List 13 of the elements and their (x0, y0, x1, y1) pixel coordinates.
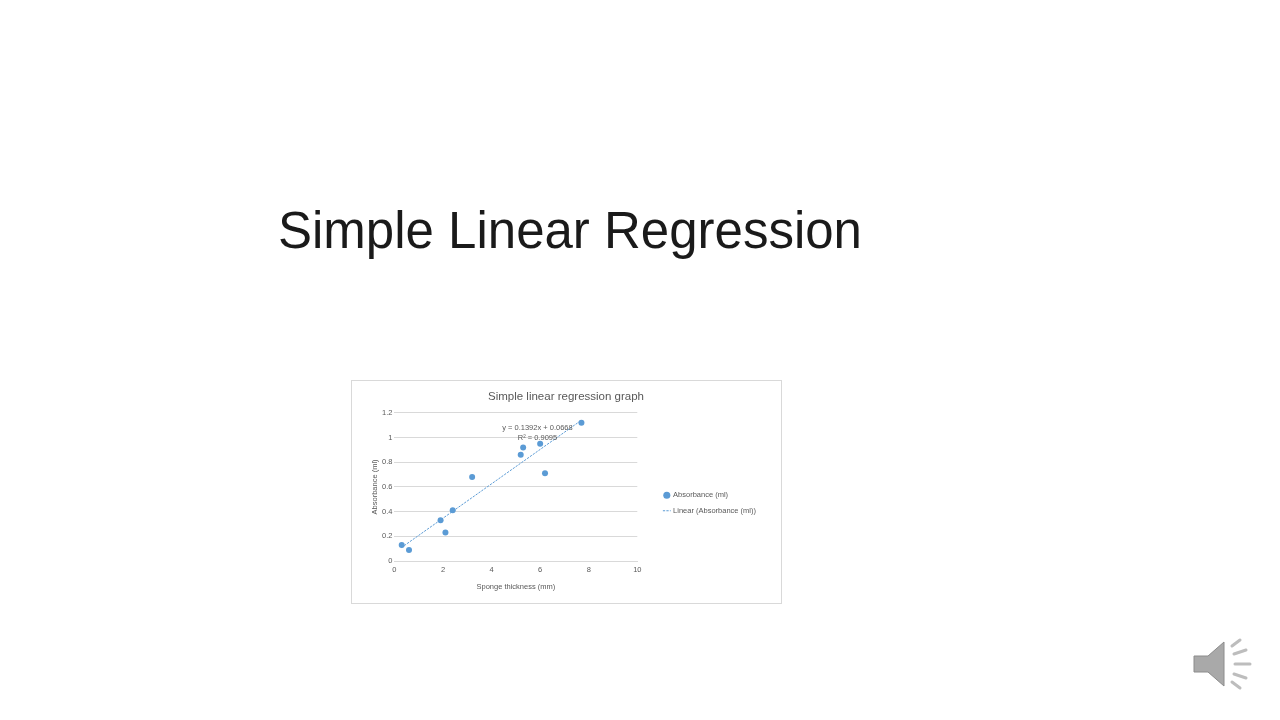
chart-subtitle: Simple linear regression graph (488, 390, 644, 403)
point (406, 546, 412, 553)
point (578, 419, 585, 426)
point (449, 507, 456, 514)
point (398, 541, 405, 548)
point (537, 440, 544, 447)
point (442, 529, 449, 536)
point (469, 474, 476, 481)
point (520, 444, 527, 451)
point (542, 470, 549, 477)
point (437, 517, 444, 524)
chart-title: Simple Linear Regression (277, 201, 863, 261)
point (517, 451, 524, 458)
